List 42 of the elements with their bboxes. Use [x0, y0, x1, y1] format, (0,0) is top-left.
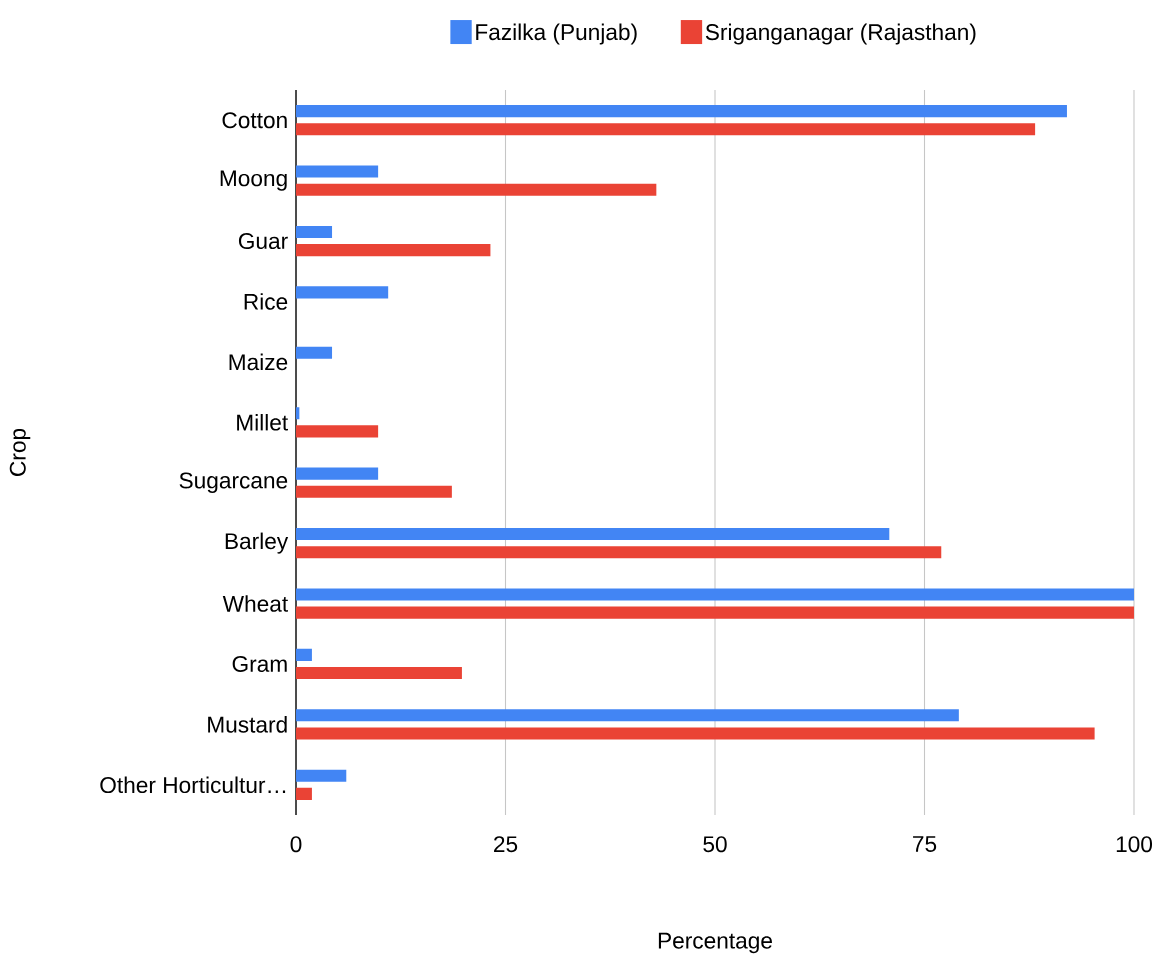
bar — [296, 165, 379, 178]
bar — [296, 346, 333, 359]
x-tick-label: 25 — [494, 836, 518, 853]
bar — [296, 105, 1067, 118]
bar — [296, 787, 312, 800]
bar — [296, 425, 379, 438]
y-tick-label: Sugarcane — [179, 472, 288, 493]
y-tick-label: Millet — [237, 413, 288, 431]
x-tick-label: 100 — [1116, 836, 1153, 853]
x-tick-label: 50 — [703, 836, 727, 853]
bar — [296, 123, 1036, 136]
bar — [296, 528, 890, 541]
bar — [296, 467, 379, 480]
bar — [296, 666, 462, 680]
y-tick-label: Cotton — [222, 112, 287, 129]
bar — [296, 286, 389, 299]
y-tick-label: Maize — [229, 353, 288, 371]
y-tick-label: Rice — [244, 293, 288, 310]
bar — [296, 588, 1134, 601]
bar — [296, 727, 1095, 740]
x-tick-label: 0 — [290, 836, 302, 853]
bar — [296, 546, 942, 559]
y-tick-label: Moong — [220, 170, 287, 191]
bar — [296, 183, 657, 196]
bar — [296, 225, 333, 239]
legend-label: Fazilka (Punjab) — [476, 23, 637, 45]
y-tick-label: Wheat — [222, 595, 288, 612]
y-tick-label: Gram — [232, 655, 287, 672]
bar — [296, 485, 452, 498]
y-tick-label: Guar — [238, 233, 288, 250]
bar — [296, 769, 347, 782]
y-axis-title: Crop — [9, 428, 31, 476]
bar — [296, 244, 491, 257]
y-tick-label: Mustard — [208, 716, 287, 733]
bar — [296, 648, 312, 661]
x-tick-label: 75 — [913, 836, 937, 852]
legend-label: Sriganganagar (Rajasthan) — [705, 23, 976, 45]
y-tick-label: Barley — [225, 532, 289, 554]
y-tick-label: Other Horticultur… — [100, 776, 286, 794]
x-axis-title: Percentage — [658, 932, 772, 954]
bar — [296, 709, 959, 722]
bar — [296, 606, 1134, 619]
